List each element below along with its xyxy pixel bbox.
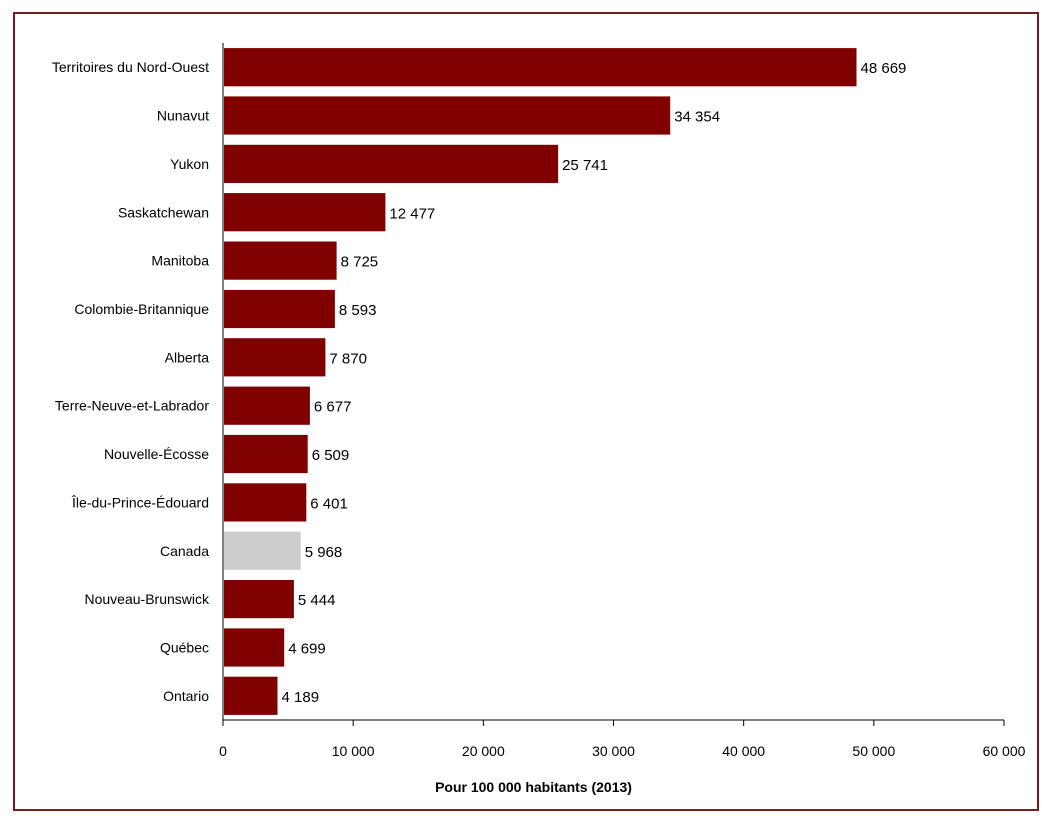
category-label: Territoires du Nord-Ouest [52,59,209,75]
category-label: Colombie-Britannique [74,301,209,317]
x-tick-label: 30 000 [592,743,635,759]
x-ticks-group: 0 10 000 20 000 30 000 40 000 50 000 60 000 [219,720,1026,759]
bar [224,144,559,183]
bar [224,628,285,667]
value-label: 4 699 [288,641,326,658]
bar [224,531,301,570]
category-label: Canada [160,543,209,559]
category-label: Nouveau-Brunswick [85,591,210,607]
category-label: Île-du-Prince-Édouard [71,494,209,510]
value-label: 8 725 [341,254,379,271]
value-label: 8 593 [339,302,377,319]
value-label: 48 669 [861,60,907,77]
bar [224,193,386,232]
category-label: Nunavut [157,108,209,124]
bar [224,241,337,280]
bar [224,48,857,87]
x-axis-title: Pour 100 000 habitants (2013) [435,779,632,795]
value-label: 5 444 [298,592,336,609]
value-label: 7 870 [329,350,367,367]
bar [224,483,307,522]
bars-group: Territoires du Nord-Ouest 48 669 Nunavut 34… [52,48,907,715]
bar [224,434,308,474]
x-tick-label: 60 000 [983,743,1026,759]
category-label: Alberta [165,349,210,365]
value-label: 4 189 [282,689,320,706]
bar [224,676,278,715]
value-label: 12 477 [389,205,435,222]
x-tick-label: 10 000 [332,743,375,759]
x-tick-label: 0 [219,743,227,759]
value-label: 5 968 [305,544,343,561]
category-label: Ontario [163,688,209,704]
category-label: Québec [160,640,209,656]
value-label: 34 354 [674,109,720,126]
category-label: Nouvelle-Écosse [104,446,209,462]
category-label: Yukon [170,156,209,172]
value-label: 25 741 [562,157,608,174]
value-label: 6 509 [312,447,350,464]
bar [224,386,310,425]
x-tick-label: 20 000 [462,743,505,759]
category-label: Terre-Neuve-et-Labrador [55,398,209,414]
category-label: Manitoba [151,253,209,269]
value-label: 6 677 [314,399,352,416]
x-tick-label: 50 000 [852,743,895,759]
bar [224,580,294,619]
axes-group [222,43,1004,721]
category-label: Saskatchewan [118,204,209,220]
x-tick-label: 40 000 [722,743,765,759]
bar [224,289,335,329]
bar [224,96,671,135]
bar [224,338,326,377]
value-label: 6 401 [310,495,348,512]
